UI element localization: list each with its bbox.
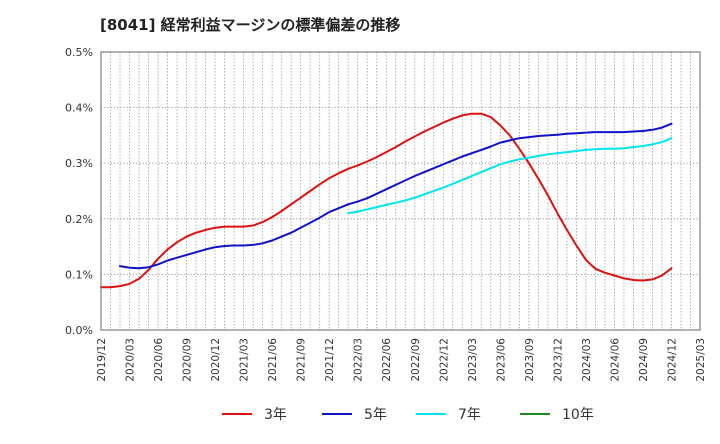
x-tick-label: 2023/09 [524,338,536,382]
x-tick-label: 2021/03 [239,338,251,382]
y-tick-label: 0.1% [65,268,93,281]
series-line [100,112,673,289]
x-tick-label: 2024/06 [609,338,621,382]
x-tick-label: 2025/03 [695,338,707,382]
x-tick-label: 2024/09 [638,338,650,382]
x-tick-label: 2022/03 [353,338,365,382]
x-tick-label: 2022/06 [381,338,393,382]
x-tick-label: 2022/09 [410,338,422,382]
x-tick-label: 2023/03 [467,338,479,382]
y-tick-label: 0.5% [65,46,93,59]
legend: 3年 5年 7年 10年 [222,407,594,423]
chart-title: [8041] 経常利益マージンの標準偏差の推移 [100,16,401,34]
x-tick-label: 2020/09 [182,338,194,382]
series-layer [100,112,673,289]
series-line [119,122,673,270]
x-tick-label: 2021/09 [296,338,308,382]
x-tick-label: 2023/12 [552,338,564,382]
legend-label: 5年 [364,407,387,423]
x-tick-label: 2022/12 [438,338,450,382]
series-line [347,137,673,215]
x-tick-label: 2024/12 [666,338,678,382]
x-tick-label: 2021/06 [267,338,279,382]
grid-layer [101,52,700,330]
y-tick-label: 0.3% [65,157,93,170]
y-tick-label: 0.2% [65,213,93,226]
plot-border [100,51,701,331]
y-tick-label: 0.4% [65,102,93,115]
legend-label: 10年 [562,407,594,423]
legend-label: 3年 [264,407,287,423]
y-tick-label: 0.0% [65,324,93,337]
x-tick-label: 2020/12 [210,338,222,382]
legend-label: 7年 [458,407,481,423]
axis-layer: 0.0% 0.1% 0.2% 0.3% 0.4% 0.5% 2019/12 2020/03 20… [65,46,707,382]
x-tick-label: 2024/03 [581,338,593,382]
x-tick-label: 2020/06 [153,338,165,382]
x-tick-label: 2020/03 [125,338,137,382]
x-tick-label: 2023/06 [495,338,507,382]
x-tick-label: 2021/12 [324,338,336,382]
x-tick-label: 2019/12 [96,338,108,382]
